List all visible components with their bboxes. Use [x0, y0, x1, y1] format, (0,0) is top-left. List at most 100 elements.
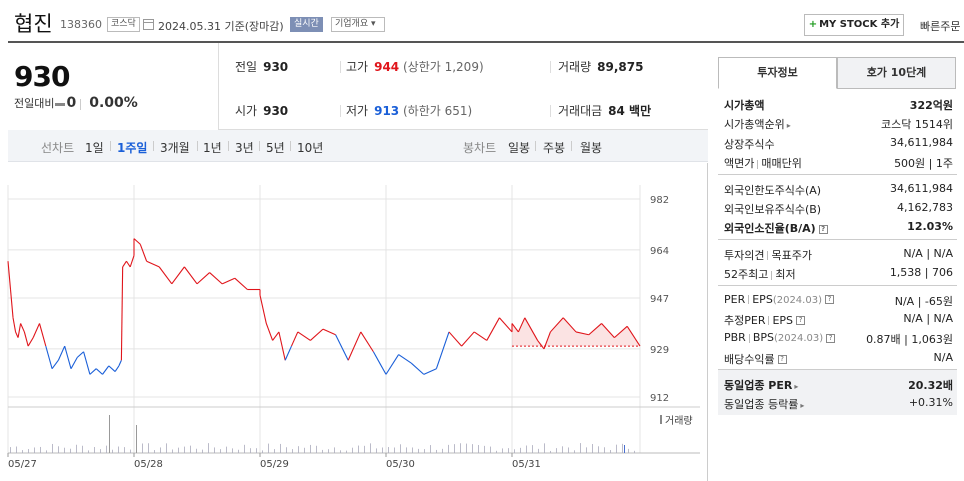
price-line-segment — [57, 345, 66, 361]
dividend-row: 배당수익률? N/A — [724, 348, 953, 367]
volume-bar — [220, 449, 221, 453]
realtime-badge[interactable]: 실시간 — [290, 17, 323, 32]
volume-bar — [52, 443, 53, 453]
volume-bar — [610, 449, 611, 453]
volume-bar — [178, 447, 179, 453]
y-tick-label: 964 — [650, 246, 669, 257]
volume-bar — [616, 444, 617, 453]
volume-bar — [406, 447, 407, 453]
period-3m[interactable]: 3개월 — [160, 141, 190, 155]
volume-bar — [130, 449, 131, 453]
industry-per-label[interactable]: 동일업종 PER ▸ — [724, 377, 798, 393]
period-1w[interactable]: 1주일 — [117, 141, 148, 155]
price-line-segment — [64, 345, 72, 369]
volume-bar — [550, 450, 551, 453]
volume-bar — [142, 443, 143, 453]
help-icon[interactable]: ? — [818, 224, 828, 234]
candle-chart-label: 봉차트 — [463, 141, 497, 155]
industry-section: 동일업종 PER ▸ 20.32배 동일업종 등락률 ▸ +0.31% — [718, 369, 957, 415]
period-10y[interactable]: 10년 — [297, 141, 324, 155]
volume-bar — [448, 444, 449, 453]
period-3y[interactable]: 3년 — [235, 141, 254, 155]
volume-label: 거래량 — [665, 415, 693, 427]
price-line-segment — [297, 331, 311, 341]
divider — [340, 105, 341, 117]
volume-bar — [538, 448, 539, 453]
foreign-hold-label: 외국인보유주식수(B) — [724, 202, 822, 216]
par-unit-value: 500원 | 1주 — [894, 157, 953, 171]
volume-bar — [556, 448, 557, 453]
wk52-high-label: 52주최고 — [724, 268, 769, 282]
volume-bar — [364, 445, 365, 453]
help-icon[interactable]: ? — [796, 316, 806, 326]
dividend-label: 배당수익률? — [724, 351, 787, 367]
valuation-section: PER EPS(2024.03)? N/A | -65원 추정PER EPS? N/A … — [718, 284, 957, 370]
rank-label-wrap[interactable]: 시가총액순위 ▸ — [724, 116, 791, 132]
industry-per-label-text: 동일업종 PER — [724, 379, 793, 393]
price-line-segment — [83, 351, 91, 375]
price-line-segment — [95, 368, 103, 375]
price-line-segment — [511, 323, 519, 333]
volume-bar — [124, 447, 125, 453]
price-change: 전일대비 0 0.00% — [14, 95, 138, 111]
volume-bar — [604, 447, 605, 453]
price-line-segment — [51, 359, 59, 370]
price-line-segment — [139, 244, 148, 262]
price-line-segment — [38, 323, 47, 347]
volume-bar — [634, 450, 635, 453]
volume-bar — [574, 450, 575, 453]
per-label-text: PER — [724, 292, 746, 306]
volume-bar — [94, 447, 95, 453]
volume-bar — [172, 449, 173, 453]
foreign-limit-row: 외국인한도주식수(A) 34,611,984 — [724, 179, 953, 198]
help-icon[interactable]: ? — [824, 295, 834, 305]
price-line-segment — [129, 255, 135, 268]
volume-bar — [166, 443, 167, 453]
unchanged-icon — [55, 102, 66, 106]
price-chart[interactable]: 982 964 947 929 912 거래량 05/27 05/28 05/29 05/30 05… — [0, 163, 708, 481]
low-price: 저가 913 (하한가 651) — [346, 102, 472, 119]
volume-bar — [22, 450, 23, 453]
volume-bar — [394, 447, 395, 453]
help-icon[interactable]: ? — [777, 355, 787, 365]
shares-row: 상장주식수 34,611,984 — [724, 133, 953, 152]
price-line-segment — [234, 277, 248, 290]
volume-bar — [490, 446, 491, 453]
price-line-segment — [272, 331, 280, 341]
divider — [771, 270, 773, 280]
volume-bar — [508, 448, 509, 453]
period-1d[interactable]: 1일 — [85, 141, 104, 155]
price-line-segment — [360, 331, 374, 353]
x-tick-label: 05/31 — [512, 459, 541, 470]
volume-bar — [202, 449, 203, 453]
quick-order-link[interactable]: 빠른주문 — [920, 20, 961, 33]
volume-bar — [520, 447, 521, 453]
volume-bar — [376, 448, 377, 453]
bps-date: (2024.03) — [774, 333, 824, 345]
company-overview-button[interactable]: 기업개요 ▾ — [331, 17, 385, 32]
volume-bar — [472, 444, 473, 453]
volume-bar — [274, 449, 275, 453]
volume-bar — [628, 448, 629, 453]
change-label: 전일대비 — [14, 97, 55, 110]
market-cap-label: 시가총액 — [724, 99, 765, 112]
candle-monthly[interactable]: 월봉 — [580, 141, 603, 155]
tab-investment-info[interactable]: 투자정보 — [718, 57, 837, 89]
divider — [550, 61, 551, 73]
candle-weekly[interactable]: 주봉 — [543, 141, 566, 155]
period-5y[interactable]: 5년 — [266, 141, 285, 155]
help-icon[interactable]: ? — [826, 333, 836, 343]
candle-daily[interactable]: 일봉 — [508, 141, 531, 155]
divider — [197, 141, 198, 151]
add-mystock-button[interactable]: + MY STOCK 추가 — [804, 14, 904, 36]
period-1y[interactable]: 1년 — [203, 141, 222, 155]
price-line-segment — [524, 317, 539, 341]
tab-hoga-10[interactable]: 호가 10단계 — [837, 57, 956, 89]
eps-label: EPS — [752, 292, 773, 306]
volume-bar — [88, 450, 89, 453]
volume-bar — [286, 447, 287, 453]
stock-name: 협진 — [14, 12, 53, 36]
industry-change-label[interactable]: 동일업종 등락률 ▸ — [724, 396, 804, 412]
chevron-down-icon: ▾ — [368, 19, 376, 29]
y-tick-label: 912 — [650, 393, 669, 404]
